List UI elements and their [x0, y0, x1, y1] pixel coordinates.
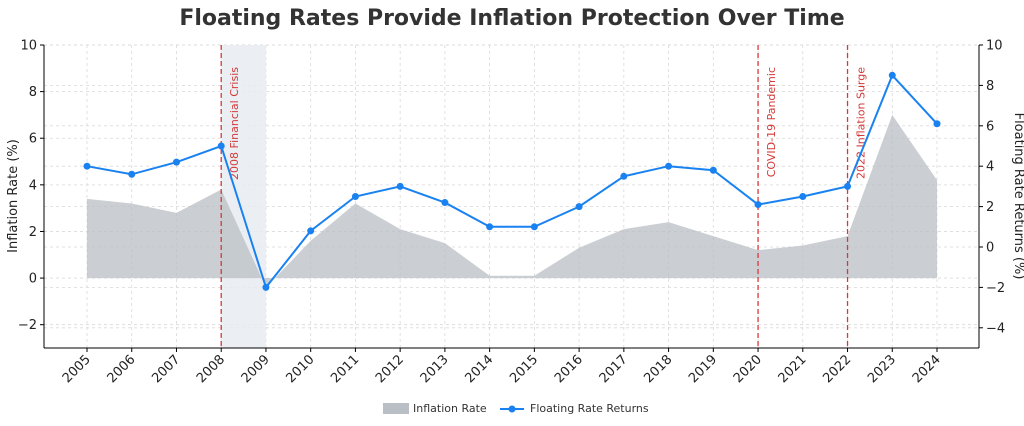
x-tick-label-2016: 2016: [552, 352, 586, 386]
point-floating-2006: [128, 170, 136, 178]
x-tick-label-2005: 2005: [60, 352, 94, 386]
x-tick-label-2007: 2007: [149, 352, 183, 386]
point-floating-2022: [844, 182, 852, 190]
x-tick-label-2018: 2018: [641, 352, 675, 386]
point-floating-2018: [665, 162, 673, 170]
point-floating-2013: [441, 199, 449, 207]
chart-title: Floating Rates Provide Inflation Protect…: [179, 6, 844, 31]
x-tick-label-2015: 2015: [507, 352, 541, 386]
left-tick-label-4: 4: [29, 178, 37, 193]
point-floating-2021: [799, 193, 807, 200]
right-tick-label-0: 0: [986, 241, 994, 256]
right-tick-label--2: −2: [986, 281, 1005, 296]
x-tick-label-2023: 2023: [865, 352, 899, 386]
point-floating-2015: [530, 223, 538, 231]
point-floating-2010: [307, 227, 315, 235]
shaded-region: [221, 45, 266, 348]
left-tick-label-2: 2: [29, 225, 37, 240]
right-tick-label-6: 6: [986, 119, 994, 134]
x-tick-label-2008: 2008: [194, 352, 228, 386]
right-tick-label-2: 2: [986, 200, 994, 215]
legend-marker-floating: [508, 405, 516, 413]
point-floating-2007: [172, 158, 180, 166]
x-tick-label-2024: 2024: [910, 352, 944, 386]
x-tick-label-2021: 2021: [776, 352, 810, 386]
x-tick-label-2010: 2010: [284, 352, 318, 386]
annotation-label-2008: 2008 Financial Crisis: [228, 67, 241, 180]
x-tick-label-2014: 2014: [462, 352, 496, 386]
legend: Inflation Rate Floating Rate Returns: [383, 402, 649, 415]
annotation-label-2022: 2022 Inflation Surge: [855, 67, 868, 179]
point-floating-2012: [396, 182, 404, 190]
point-floating-2005: [83, 162, 91, 170]
point-floating-2019: [709, 166, 717, 174]
x-tick-label-2020: 2020: [731, 352, 765, 386]
point-floating-2016: [575, 203, 583, 211]
left-tick-label-6: 6: [29, 132, 37, 147]
x-tick-label-2011: 2011: [328, 352, 362, 386]
x-tick-label-2009: 2009: [239, 352, 273, 386]
line-floating-rate-returns: [86, 73, 938, 290]
right-tick-label-4: 4: [986, 160, 994, 175]
legend-label-inflation: Inflation Rate: [413, 402, 487, 415]
point-floating-2017: [620, 172, 628, 180]
area-inflation-rate: [87, 114, 937, 288]
point-floating-2008: [217, 142, 225, 150]
x-tick-label-2017: 2017: [597, 352, 631, 386]
point-floating-2009: [262, 283, 270, 291]
left-tick-label--2: −2: [18, 318, 37, 333]
x-tick-label-2022: 2022: [820, 352, 854, 386]
right-tick-label-10: 10: [986, 39, 1003, 54]
x-tick-label-2006: 2006: [105, 352, 139, 386]
annotation-label-2020: COVID-19 Pandemic: [765, 67, 778, 177]
x-tick-label-2013: 2013: [418, 352, 452, 386]
x-tick-label-2012: 2012: [373, 352, 407, 386]
left-tick-label-8: 8: [29, 85, 37, 100]
point-floating-2011: [351, 193, 359, 200]
point-floating-2020: [754, 201, 762, 209]
x-tick-label-2019: 2019: [686, 352, 720, 386]
legend-label-floating: Floating Rate Returns: [530, 402, 649, 415]
point-floating-2024: [933, 120, 941, 128]
left-tick-label-10: 10: [20, 39, 37, 54]
right-tick-label--4: −4: [986, 321, 1005, 336]
right-axis-label: Floating Rate Returns (%): [1011, 113, 1024, 280]
legend-swatch-inflation: [383, 403, 409, 414]
left-axis-label: Inflation Rate (%): [6, 139, 21, 253]
left-tick-label-0: 0: [29, 272, 37, 287]
point-floating-2014: [486, 223, 494, 231]
point-floating-2023: [888, 71, 896, 79]
right-tick-label-8: 8: [986, 79, 994, 94]
